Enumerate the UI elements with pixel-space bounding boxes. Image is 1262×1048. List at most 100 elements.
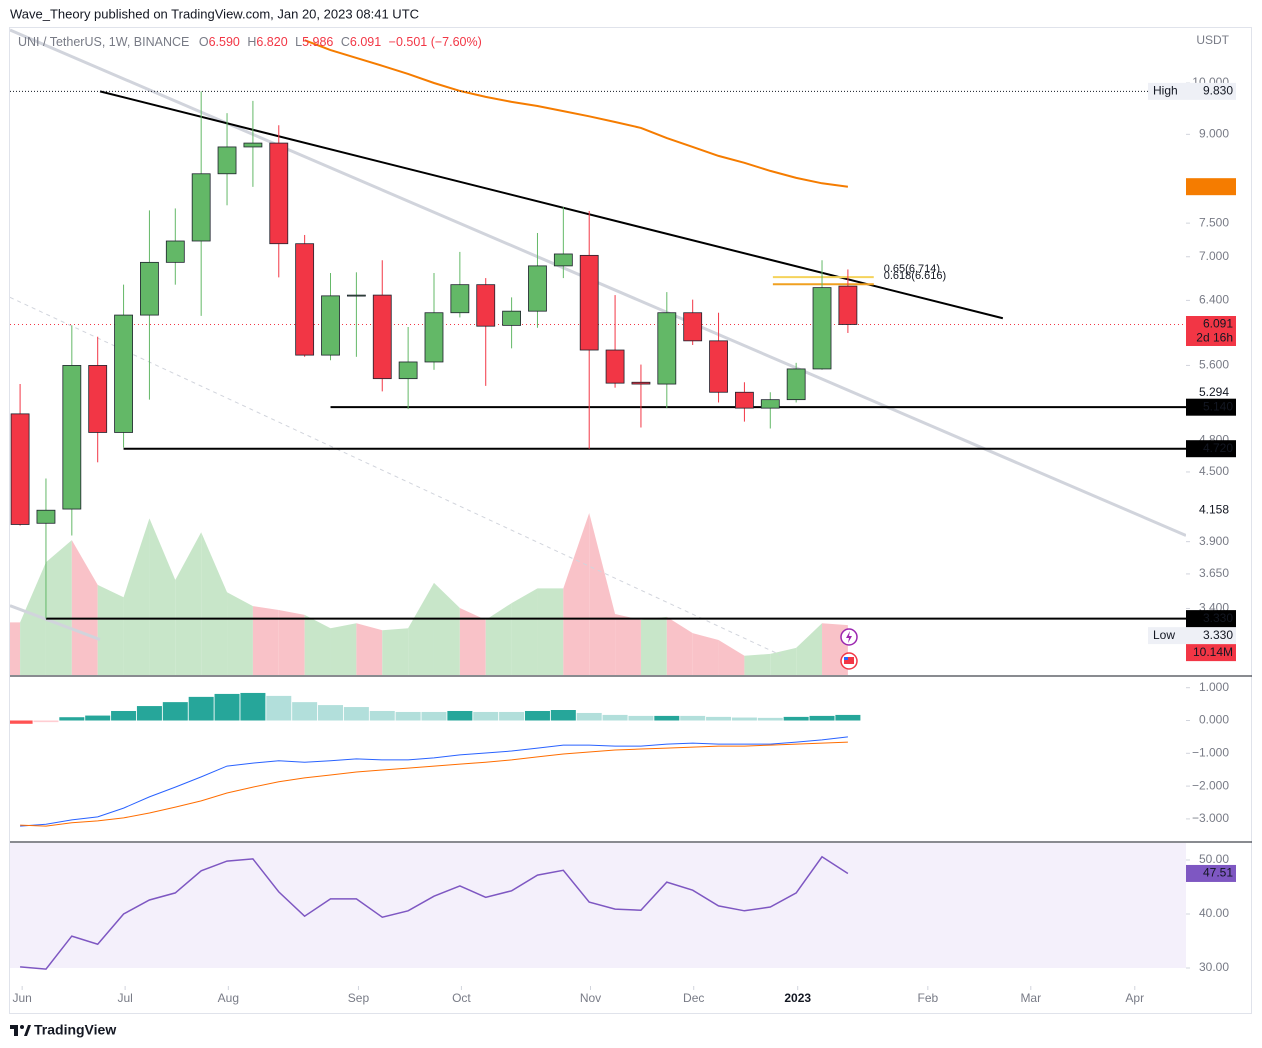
- candle-body: [424, 312, 444, 363]
- x-tick-label: 2023: [784, 991, 811, 1005]
- y-tick-label: 30.00: [1199, 960, 1229, 974]
- header: Wave_Theory published on TradingView.com…: [10, 6, 419, 21]
- macd-line: [20, 736, 848, 827]
- volume-area: [227, 592, 253, 675]
- candle-body: [502, 310, 521, 326]
- price-level-label: 5.294: [1199, 385, 1229, 399]
- macd-histogram-bar: [214, 693, 240, 721]
- legend-key: O: [199, 35, 209, 49]
- volume-area: [356, 623, 383, 675]
- macd-histogram-bar: [369, 710, 395, 721]
- axis-unit: USDT: [1196, 33, 1229, 47]
- volume-area: [589, 513, 616, 675]
- candle-body: [295, 243, 315, 356]
- x-tick-label: Nov: [580, 991, 601, 1005]
- volume-area: [252, 606, 279, 675]
- macd-histogram-bar: [757, 717, 783, 721]
- volume-area: [511, 588, 538, 675]
- macd-histogram-bar: [136, 706, 162, 721]
- macd-histogram-bar: [473, 711, 499, 721]
- rsi-band: [10, 843, 1186, 968]
- y-tick-label: 1.000: [1199, 680, 1229, 694]
- high-low-value: 9.830: [1203, 84, 1233, 98]
- macd-histogram-bar: [706, 716, 732, 721]
- x-tick-label: Apr: [1125, 991, 1144, 1005]
- candle-body: [243, 142, 263, 148]
- x-tick-label: Oct: [452, 991, 471, 1005]
- logo-part: [14, 1025, 18, 1036]
- high-low-name: Low: [1153, 628, 1175, 642]
- event-icon-flag: [844, 657, 854, 664]
- macd-histogram-bar: [85, 715, 111, 721]
- volume-area: [459, 608, 486, 675]
- trendline: [10, 604, 101, 641]
- macd-histogram-bar: [809, 715, 835, 721]
- moving-average: [304, 39, 849, 188]
- candle-body: [62, 365, 82, 510]
- legend-key: C: [341, 35, 350, 49]
- candle-body: [321, 295, 340, 356]
- candle-body: [528, 265, 547, 312]
- candle-body: [579, 254, 599, 351]
- macd-histogram-bar: [628, 715, 654, 721]
- legend-value: 6.091: [350, 35, 381, 49]
- macd-histogram-bar: [421, 711, 447, 721]
- price-label: 4.720: [1203, 441, 1233, 455]
- volume-area: [563, 513, 590, 675]
- volume-area: [97, 584, 124, 675]
- candle-body: [631, 381, 651, 385]
- macd-histogram-bar: [292, 702, 318, 721]
- macd-histogram-bar: [783, 716, 809, 721]
- event-icon-flag: [844, 657, 848, 660]
- legend-symbol: UNI / TetherUS, 1W, BINANCE: [18, 35, 189, 49]
- x-tick-label: Jul: [117, 991, 132, 1005]
- macd-histogram-bar: [10, 720, 33, 724]
- volume-area: [408, 582, 434, 675]
- candle-body: [398, 361, 418, 380]
- frame: [9, 27, 1252, 1014]
- legend-value: 6.590: [209, 35, 240, 49]
- legend-key: H: [247, 35, 256, 49]
- volume-area: [175, 532, 202, 675]
- price-label-box: [1186, 440, 1236, 458]
- legend-key: L: [295, 35, 302, 49]
- candle-body: [346, 294, 366, 297]
- footer-logo: [10, 1025, 31, 1036]
- macd-histogram-bar: [240, 692, 266, 721]
- volume-area: [382, 628, 409, 675]
- y-tick-label: 4.500: [1199, 464, 1229, 478]
- price-label: 5.140: [1203, 399, 1233, 413]
- y-tick-label: 0.000: [1199, 713, 1229, 727]
- price-label: 3.330: [1203, 611, 1233, 625]
- macd-histogram-bar: [499, 711, 525, 721]
- candle-body: [36, 509, 56, 524]
- volume-area: [20, 562, 46, 675]
- candle-body: [10, 413, 30, 525]
- macd-histogram-bar: [162, 702, 188, 721]
- y-tick-label: 7.000: [1199, 249, 1229, 263]
- macd-panel: [10, 692, 861, 827]
- y-tick-label: −2.000: [1192, 778, 1229, 792]
- macd-histogram-bar: [343, 707, 369, 721]
- price-label-box: [1186, 644, 1236, 662]
- candle-body: [709, 340, 728, 393]
- y-tick-label: −1.000: [1192, 745, 1229, 759]
- price-axis: 10.0009.0007.5007.0006.4005.6004.8004.50…: [12, 75, 1236, 1005]
- volume-area: [201, 532, 228, 675]
- y-tick-label: 50.00: [1199, 852, 1229, 866]
- y-tick-label: 40.00: [1199, 906, 1229, 920]
- macd-histogram-bar: [731, 717, 757, 721]
- volume-area: [770, 647, 797, 675]
- price-label-box: [1186, 610, 1236, 628]
- price-label: 47.51: [1203, 866, 1233, 880]
- legend-change: −0.501 (−7.60%): [389, 35, 482, 49]
- high-low-box: [1148, 627, 1236, 645]
- logo-part: [20, 1025, 24, 1029]
- price-level-label: 4.158: [1199, 503, 1229, 517]
- candle-body: [450, 284, 470, 314]
- fib-label: 0.618(6.616): [884, 270, 946, 282]
- candle-body: [88, 365, 108, 433]
- volume-area: [640, 616, 667, 675]
